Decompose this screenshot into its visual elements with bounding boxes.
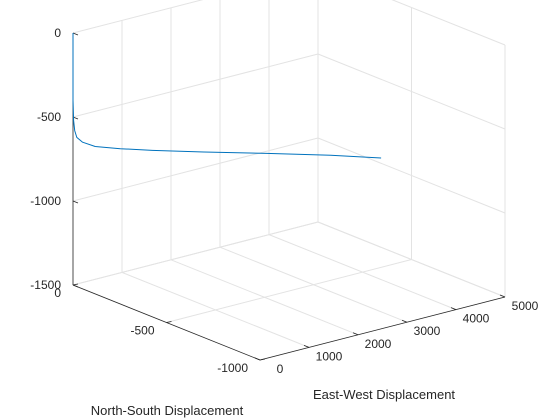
- x-axis-line: [259, 296, 506, 361]
- grid-line: [166, 259, 412, 323]
- x-tick-label: 5000: [512, 299, 539, 313]
- grid-line: [317, 221, 506, 298]
- z-tick-label: 0: [54, 26, 61, 40]
- y-tick-mark: [259, 358, 266, 361]
- x-tick-label: 1000: [316, 349, 343, 363]
- series-layer: [72, 33, 382, 159]
- x-tick-mark: [352, 332, 359, 336]
- grid-line: [317, 137, 506, 214]
- x-tick-mark: [499, 294, 506, 298]
- grid-layer: [72, 0, 506, 361]
- grid-line: [72, 0, 204, 34]
- y-tick-mark: [166, 321, 172, 323]
- y-axis-title: North-South Displacement: [91, 403, 244, 418]
- z-tick-mark: [72, 284, 79, 288]
- z-tick-mark: [72, 200, 79, 204]
- y-tick-label: 0: [54, 286, 61, 300]
- z-tick-label: -1500: [30, 278, 61, 292]
- x-tick-mark: [401, 319, 408, 323]
- grid-line: [72, 221, 319, 286]
- series-line: [72, 33, 382, 159]
- grid-line: [72, 137, 319, 202]
- axes-layer: [72, 32, 506, 361]
- grid-line: [72, 53, 319, 118]
- grid-line: [391, 0, 506, 46]
- x-tick-mark: [254, 357, 261, 361]
- z-tick-label: -1000: [30, 194, 61, 208]
- y-tick-label: -1000: [217, 361, 248, 375]
- x-tick-label: 2000: [365, 337, 392, 351]
- labels-layer: East-West Displacement North-South Displ…: [30, 26, 538, 418]
- x-tick-label: 3000: [414, 324, 441, 338]
- z-tick-label: -500: [37, 110, 61, 124]
- y-tick-mark: [72, 283, 79, 286]
- x-tick-label: 4000: [463, 312, 490, 326]
- z-tick-mark: [72, 32, 79, 36]
- x-tick-label: 0: [277, 362, 284, 376]
- x-tick-mark: [450, 307, 457, 310]
- x-axis-title: East-West Displacement: [313, 387, 455, 402]
- x-tick-mark: [303, 345, 310, 348]
- y-tick-label: -500: [130, 324, 154, 338]
- grid-line: [317, 53, 506, 130]
